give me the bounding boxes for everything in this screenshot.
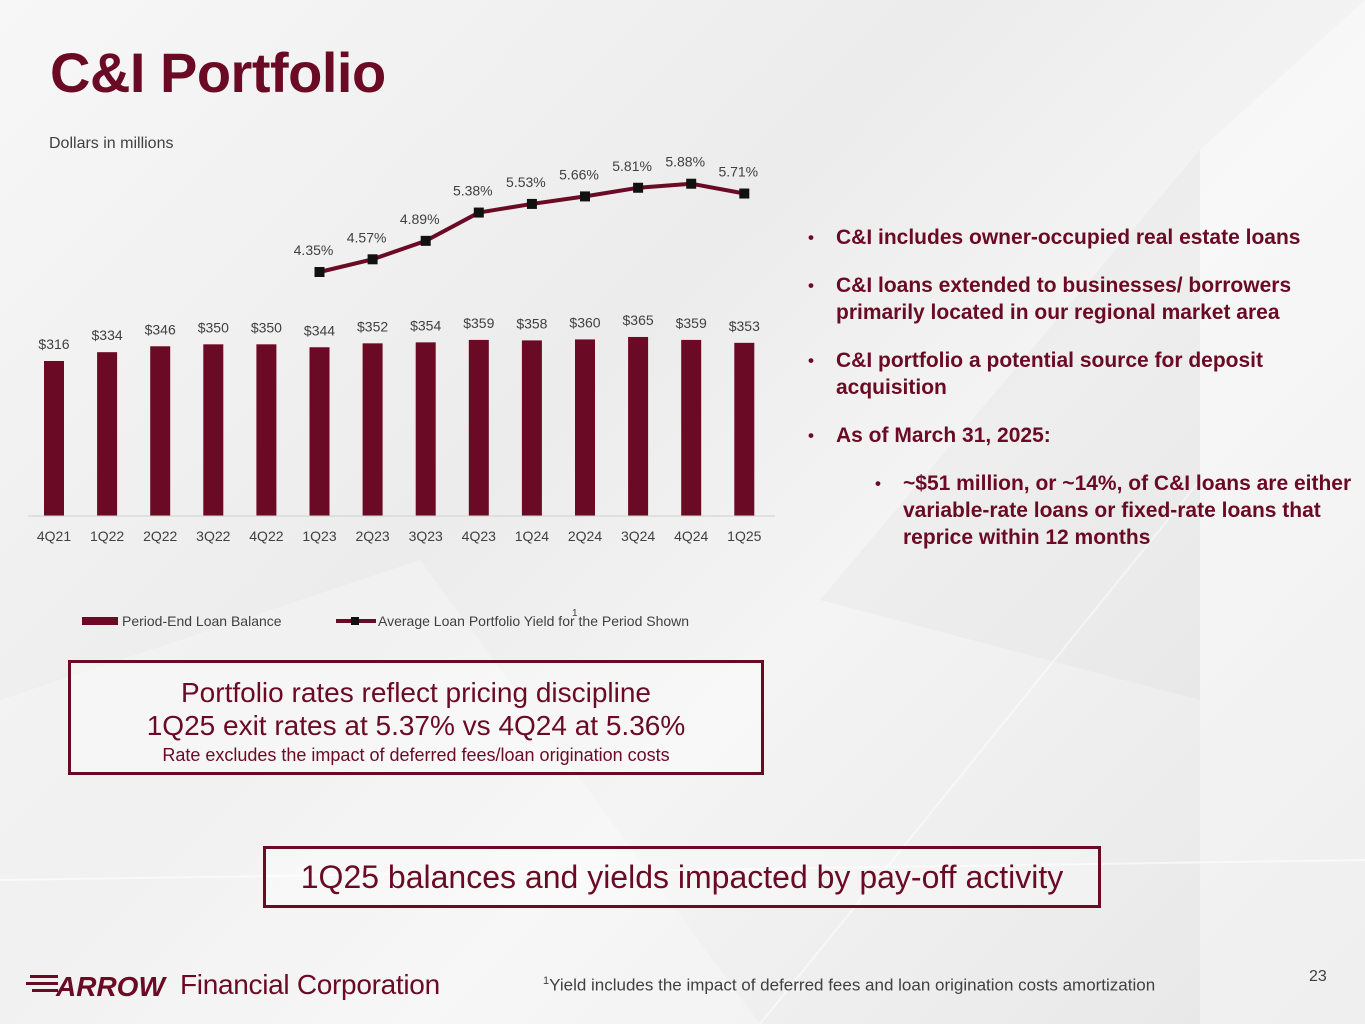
yield-data-label: 4.57% bbox=[347, 229, 387, 245]
legend-line-marker bbox=[351, 617, 359, 625]
footnote: 1Yield includes the impact of deferred f… bbox=[543, 975, 1155, 996]
pricing-callout-box: Portfolio rates reflect pricing discipli… bbox=[68, 660, 764, 775]
bar-data-label: $344 bbox=[304, 322, 335, 338]
x-tick-label: 2Q22 bbox=[143, 528, 177, 544]
x-tick-label: 2Q23 bbox=[355, 528, 389, 544]
yield-data-label: 5.71% bbox=[718, 164, 758, 180]
bar-data-label: $352 bbox=[357, 318, 388, 334]
yield-point bbox=[633, 182, 644, 193]
bar-data-label: $354 bbox=[410, 317, 441, 333]
page-title: C&I Portfolio bbox=[50, 41, 386, 104]
x-tick-label: 1Q25 bbox=[727, 528, 761, 544]
sub-bullet-item: ~$51 million, or ~14%, of C&I loans are … bbox=[875, 470, 1353, 551]
legend-footnote-marker: 1 bbox=[572, 608, 578, 619]
yield-data-label: 4.89% bbox=[400, 211, 440, 227]
x-tick-label: 1Q23 bbox=[302, 528, 336, 544]
bullet-item: C&I includes owner-occupied real estate … bbox=[808, 224, 1353, 251]
legend-line-label: Average Loan Portfolio Yield for the Per… bbox=[378, 613, 689, 629]
bullet-item: C&I loans extended to businesses/ borrow… bbox=[808, 272, 1353, 326]
yield-data-label: 5.81% bbox=[612, 158, 652, 174]
bar-data-label: $346 bbox=[145, 321, 176, 337]
legend-bar-swatch bbox=[82, 617, 118, 625]
callout-line-2: 1Q25 exit rates at 5.37% vs 4Q24 at 5.36… bbox=[146, 710, 686, 741]
x-tick-label: 4Q23 bbox=[462, 528, 496, 544]
footnote-marker: 1 bbox=[543, 975, 550, 987]
bar-data-label: $350 bbox=[251, 319, 282, 335]
bar bbox=[309, 347, 330, 516]
bar-data-label: $350 bbox=[198, 319, 229, 335]
yield-point bbox=[580, 191, 590, 202]
bar bbox=[575, 339, 595, 516]
x-tick-label: 2Q24 bbox=[568, 528, 602, 544]
yield-point bbox=[367, 254, 378, 265]
payoff-banner: 1Q25 balances and yields impacted by pay… bbox=[263, 846, 1101, 908]
x-tick-label: 3Q22 bbox=[196, 528, 230, 544]
yield-point bbox=[526, 198, 537, 209]
x-tick-label: 4Q21 bbox=[37, 528, 71, 544]
yield-data-label: 5.66% bbox=[559, 166, 599, 182]
yield-data-label: 5.38% bbox=[453, 183, 493, 199]
logo-text: Financial Corporation bbox=[180, 969, 440, 1000]
callout-line-1: Portfolio rates reflect pricing discipli… bbox=[181, 677, 651, 708]
yield-data-label: 5.88% bbox=[665, 154, 705, 170]
bar bbox=[468, 339, 489, 516]
bar bbox=[362, 343, 383, 516]
bar bbox=[521, 340, 542, 516]
bar-data-label: $365 bbox=[623, 312, 654, 328]
yield-point bbox=[739, 188, 750, 199]
x-tick-label: 3Q24 bbox=[621, 528, 655, 544]
yield-point bbox=[473, 207, 484, 218]
yield-data-label: 4.35% bbox=[294, 242, 334, 258]
bullet-list: C&I includes owner-occupied real estate … bbox=[808, 224, 1353, 572]
bar-data-label: $316 bbox=[38, 336, 69, 352]
bar bbox=[44, 361, 64, 516]
yield-line bbox=[319, 181, 745, 274]
bar-data-label: $360 bbox=[569, 314, 600, 330]
bar bbox=[628, 336, 649, 516]
arrow-wordmark-icon: ARROW bbox=[26, 971, 167, 1002]
x-tick-label: 1Q22 bbox=[90, 528, 124, 544]
bar bbox=[97, 352, 118, 516]
yield-point bbox=[686, 178, 697, 189]
bar bbox=[734, 342, 755, 516]
x-tick-label: 4Q24 bbox=[674, 528, 708, 544]
bullet-item: As of March 31, 2025: bbox=[808, 422, 1353, 449]
bullet-item: C&I portfolio a potential source for dep… bbox=[808, 347, 1353, 401]
bar-data-label: $359 bbox=[463, 315, 494, 331]
callout-line-3: Rate excludes the impact of deferred fee… bbox=[162, 745, 670, 765]
page-number: 23 bbox=[1309, 968, 1327, 985]
yield-data-label: 5.53% bbox=[506, 174, 546, 190]
yield-point bbox=[420, 235, 431, 246]
x-tick-label: 3Q23 bbox=[409, 528, 443, 544]
bar bbox=[415, 342, 436, 516]
footnote-text: Yield includes the impact of deferred fe… bbox=[549, 975, 1156, 995]
yield-point bbox=[314, 267, 325, 277]
bar-data-label: $359 bbox=[676, 315, 707, 331]
arrow-logo: ARROW Financial Corporation bbox=[26, 965, 440, 1005]
bar-data-label: $358 bbox=[516, 315, 547, 331]
bar bbox=[256, 344, 277, 516]
bar-data-label: $353 bbox=[729, 318, 760, 334]
bar-data-label: $334 bbox=[92, 327, 123, 343]
x-tick-label: 4Q22 bbox=[249, 528, 283, 544]
x-tick-label: 1Q24 bbox=[515, 528, 549, 544]
logo-wordmark: ARROW bbox=[55, 971, 167, 1002]
chart-subtitle: Dollars in millions bbox=[49, 135, 174, 152]
bar bbox=[150, 346, 171, 516]
legend-bar-label: Period-End Loan Balance bbox=[122, 613, 282, 629]
bar bbox=[681, 339, 702, 516]
bar bbox=[203, 344, 224, 516]
